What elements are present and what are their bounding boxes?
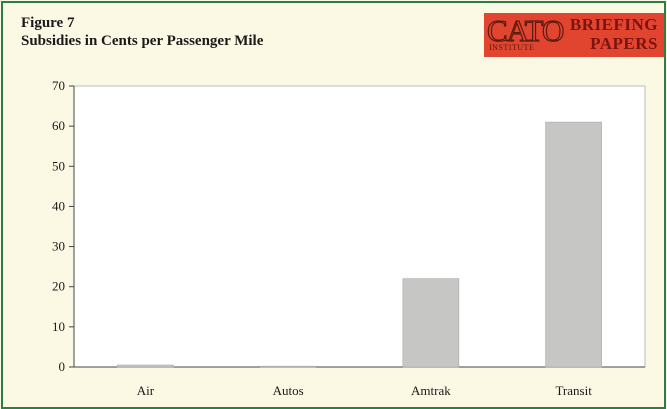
bar-amtrak [402,278,460,368]
x-category-label: Air [137,383,155,398]
logo-papers-text: PAPERS [590,34,658,53]
y-tick-label: 70 [52,78,65,93]
y-tick-label: 0 [59,359,66,374]
x-category-label: Amtrak [411,383,451,398]
y-tick-label: 30 [52,239,65,254]
y-tick-label: 50 [52,158,65,173]
y-tick-label: 20 [52,279,65,294]
y-tick-label: 60 [52,118,65,133]
x-category-label: Autos [273,383,304,398]
x-category-label: Transit [555,383,592,398]
cato-briefing-papers-logo: CATO INSTITUTE BRIEFING PAPERS [484,12,664,57]
figure-number: Figure 7 [21,15,75,31]
bar-air [117,364,174,368]
logo-institute-text: INSTITUTE [489,43,535,52]
figure-title: Subsidies in Cents per Passenger Mile [21,33,264,49]
y-tick-label: 10 [52,319,65,334]
y-tick-label: 40 [52,198,65,213]
logo-cato-text: CATO [486,12,565,48]
bar-transit [545,121,602,368]
bar-autos [259,365,317,368]
logo-briefing-text: BRIEFING [569,15,658,34]
